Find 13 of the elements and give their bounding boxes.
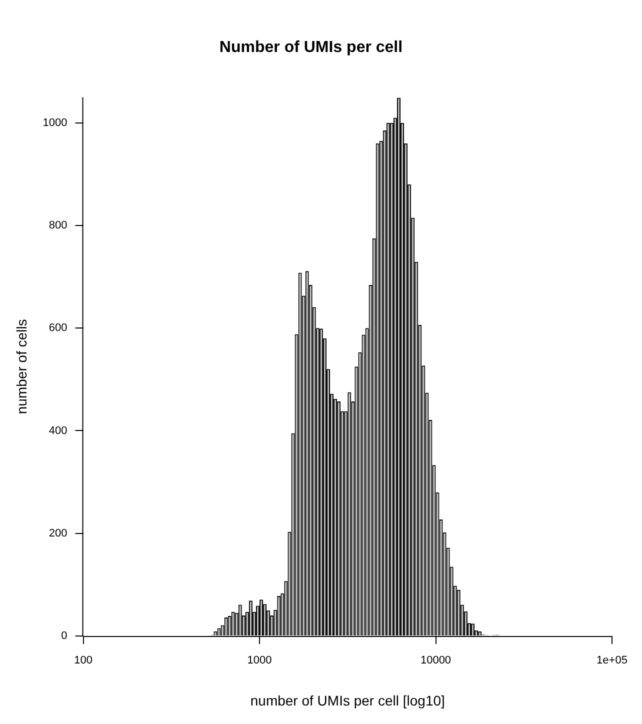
y-tick-label: 800 <box>48 220 68 232</box>
x-axis-title: number of UMIs per cell [log10] <box>250 692 445 708</box>
x-tick-label: 1000 <box>247 654 272 667</box>
y-tick-label: 400 <box>48 424 68 437</box>
y-axis-title: number of cells <box>13 319 30 414</box>
y-tick-label: 0 <box>61 630 68 642</box>
x-tick-label: 100 <box>74 654 92 667</box>
y-tick-label: 200 <box>48 527 68 540</box>
chart-title: Number of UMIs per cell <box>219 39 403 56</box>
x-tick-label: 1e+05 <box>596 654 628 667</box>
y-tick-label: 600 <box>48 322 68 334</box>
y-tick-label: 1000 <box>42 116 68 129</box>
x-tick-label: 10000 <box>420 654 452 667</box>
